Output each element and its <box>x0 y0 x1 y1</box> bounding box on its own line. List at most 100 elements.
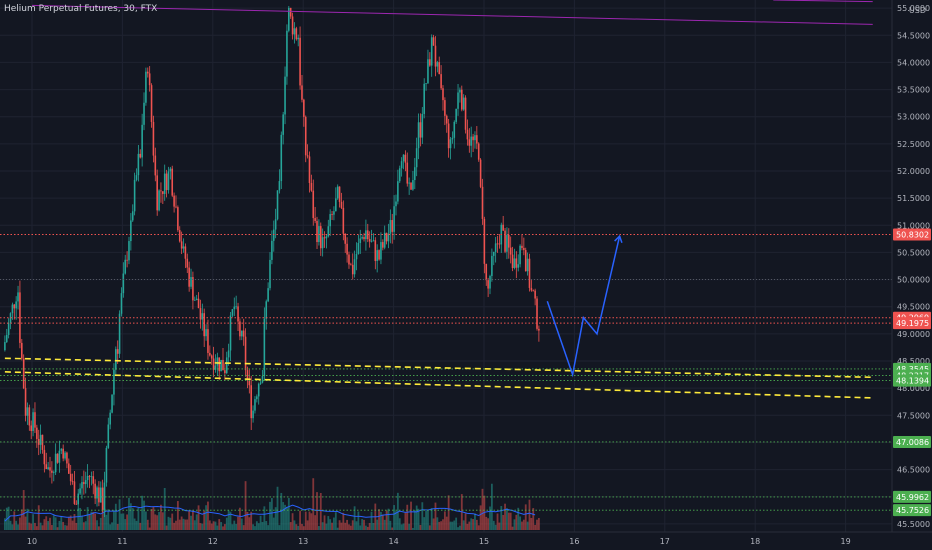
price-tag-bg <box>893 317 931 330</box>
volume-bar <box>380 511 382 530</box>
volume-bar <box>395 511 397 530</box>
candle-body <box>412 180 414 190</box>
candle-body <box>4 342 6 351</box>
candle-body <box>105 447 108 483</box>
candle-body <box>214 365 217 370</box>
volume-bar <box>526 521 529 530</box>
volume-bar <box>383 519 386 530</box>
candle-body <box>472 136 474 141</box>
candle-body <box>383 232 386 248</box>
candle-body <box>259 382 262 384</box>
volume-bar <box>88 514 91 530</box>
candle-body <box>34 412 36 428</box>
volume-bar <box>295 524 298 530</box>
volume-bar <box>49 517 51 530</box>
volume-bar <box>205 505 207 530</box>
candle-body <box>455 108 457 122</box>
candle-body <box>160 190 162 192</box>
volume-bar <box>336 527 339 530</box>
volume-bar <box>436 517 439 530</box>
volume-bar <box>97 526 100 530</box>
candle-body <box>116 349 119 354</box>
volume-bar <box>434 502 437 530</box>
candle-body <box>257 383 260 397</box>
price-tag-label: 49.1975 <box>896 319 929 328</box>
volume-bar <box>316 492 318 530</box>
volume-bar <box>419 524 422 530</box>
candle-body <box>397 181 399 202</box>
candle-body <box>515 258 518 268</box>
volume-bars <box>3 478 540 530</box>
candle-body <box>353 259 356 275</box>
candle-body <box>477 143 480 160</box>
candle-body <box>267 288 269 302</box>
volume-bar <box>299 510 301 530</box>
volume-bar <box>22 490 25 530</box>
candle-body <box>241 330 243 337</box>
candle-body <box>229 315 232 351</box>
candle-body <box>316 220 318 243</box>
volume-bar <box>363 519 365 530</box>
candle-body <box>496 243 499 245</box>
candle-body <box>90 476 93 478</box>
candle-body <box>141 124 143 158</box>
candle-body <box>368 239 371 242</box>
volume-bar <box>274 507 277 530</box>
candle-body <box>210 355 213 359</box>
candle-body <box>30 425 33 432</box>
candle-body <box>449 139 452 149</box>
projection-arrowhead <box>614 234 623 243</box>
volume-bar <box>30 523 33 530</box>
candle-body <box>45 464 48 470</box>
volume-bar <box>398 518 401 530</box>
x-tick-label: 16 <box>569 537 579 546</box>
volume-bar <box>116 523 119 530</box>
volume-bar <box>152 506 155 530</box>
candle-body <box>52 472 55 474</box>
candle-body <box>432 37 435 46</box>
volume-bar <box>404 512 407 530</box>
candle-body <box>357 243 360 254</box>
candle-body <box>299 37 301 86</box>
volume-bar <box>242 525 245 530</box>
candle-body <box>115 349 117 370</box>
candle-body <box>329 214 331 227</box>
candle-body <box>517 264 520 268</box>
candle-body <box>68 463 70 474</box>
candle-body <box>295 28 298 40</box>
candle-body <box>466 129 469 140</box>
candle-body <box>203 313 205 337</box>
volume-bar <box>216 525 219 530</box>
x-tick-label: 17 <box>660 537 670 546</box>
volume-bar <box>340 522 343 530</box>
volume-bar <box>261 521 264 530</box>
volume-bar <box>250 511 253 530</box>
candle-body <box>98 487 100 503</box>
volume-bar <box>263 506 266 530</box>
yellow-trendline <box>4 371 873 399</box>
candle-body <box>32 412 34 432</box>
volume-bar <box>532 508 535 530</box>
volume-bar <box>135 520 138 530</box>
candle-body <box>58 450 61 463</box>
volume-bar <box>60 515 63 530</box>
volume-bar <box>344 522 347 530</box>
candle-body <box>239 321 241 337</box>
candle-body <box>344 233 347 244</box>
volume-bar <box>494 524 497 530</box>
candle-body <box>532 290 535 292</box>
candle-body <box>350 264 352 266</box>
x-tick-label: 19 <box>841 537 851 546</box>
candle-body <box>75 503 78 505</box>
y-tick-label: 54.0000 <box>897 58 930 67</box>
volume-bar <box>154 514 157 530</box>
candle-body <box>103 482 106 510</box>
volume-bar <box>43 519 46 530</box>
candle-body <box>47 467 49 470</box>
candle-body <box>519 245 521 265</box>
volume-bar <box>113 510 115 530</box>
candle-body <box>336 186 339 199</box>
volume-bar <box>317 526 320 530</box>
volume-bar <box>490 483 493 530</box>
